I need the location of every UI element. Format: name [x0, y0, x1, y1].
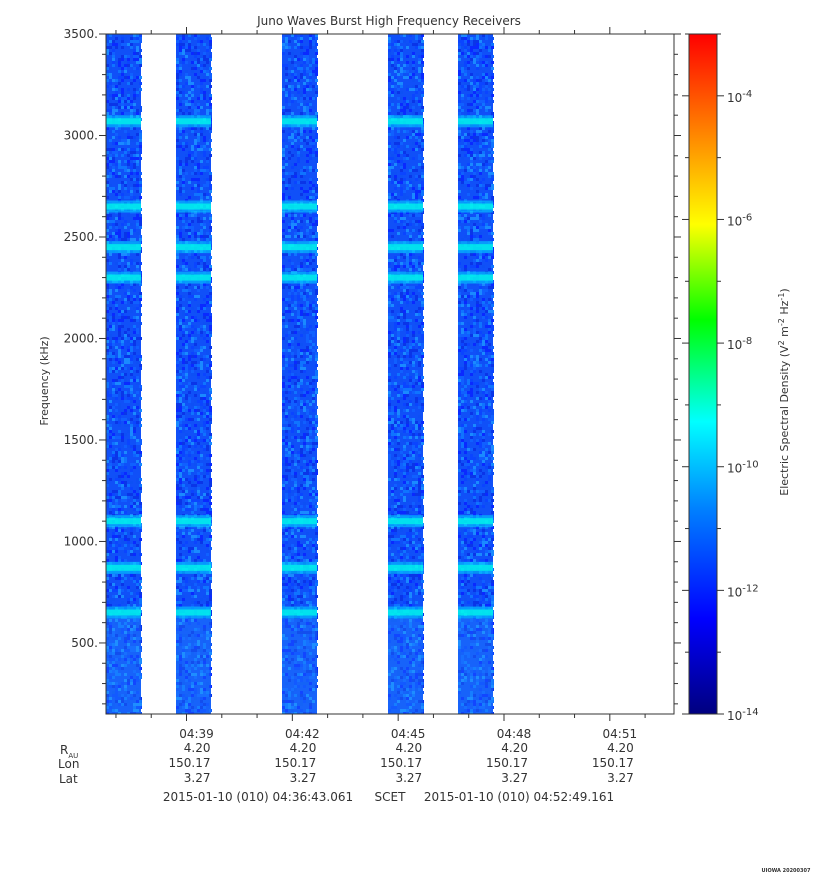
- y-axis: 3500. 3000. 2500. 2000. 1500. 1000. 500.: [64, 27, 681, 705]
- x-axis: 04:39 04:42 04:45 04:48 04:51: [115, 27, 646, 741]
- ephem-lon-label: Lon: [58, 757, 79, 771]
- ephem-lat-value: 3.27: [395, 771, 422, 785]
- y-tick-label: 2500.: [64, 230, 98, 244]
- data-stripe: [458, 34, 494, 714]
- data-stripe: [388, 34, 424, 714]
- y-tick-label: 500.: [71, 636, 98, 650]
- ephem-lat-label: Lat: [59, 772, 78, 786]
- stamp: UIOWA 20200307: [762, 868, 811, 874]
- ephem-r-value: 4.20: [607, 741, 634, 755]
- ephem-r-value: 4.20: [501, 741, 528, 755]
- ephem-lon-value: 150.17: [592, 756, 634, 770]
- colorbar-tick-label: 10-12: [727, 583, 759, 599]
- y-tick-label: 3500.: [64, 27, 98, 41]
- ephem-lat-value: 3.27: [290, 771, 317, 785]
- spectrogram-data: [106, 34, 494, 714]
- colorbar-tick-label: 10-4: [727, 89, 752, 105]
- data-stripe: [176, 34, 212, 714]
- ephem-lat-value: 3.27: [501, 771, 528, 785]
- ephem-lat-value: 3.27: [607, 771, 634, 785]
- x-tick-label: 04:39: [179, 727, 214, 741]
- colorbar-tick-label: 10-6: [727, 212, 752, 228]
- data-stripe: [282, 34, 318, 714]
- colorbar-ticks: 10-4 10-6 10-8 10-10 10-12 10-14: [682, 33, 759, 723]
- ephem-r-value: 4.20: [290, 741, 317, 755]
- y-tick-label: 1500.: [64, 433, 98, 447]
- ephem-lon-value: 150.17: [380, 756, 422, 770]
- y-axis-label: Frequency (kHz): [38, 336, 51, 425]
- time-range-label: SCET: [375, 790, 407, 804]
- x-tick-label: 04:45: [391, 727, 426, 741]
- y-tick-label: 3000.: [64, 128, 98, 142]
- ephem-lon-value: 150.17: [274, 756, 316, 770]
- colorbar-tick-label: 10-10: [727, 460, 759, 476]
- chart-title: Juno Waves Burst High Frequency Receiver…: [256, 14, 521, 28]
- ephem-r-value: 4.20: [395, 741, 422, 755]
- x-tick-label: 04:42: [285, 727, 320, 741]
- x-tick-label: 04:48: [497, 727, 532, 741]
- y-tick-label: 2000.: [64, 331, 98, 345]
- time-range-end: 2015-01-10 (010) 04:52:49.161: [424, 790, 614, 804]
- data-stripe: [106, 34, 142, 714]
- time-range-start: 2015-01-10 (010) 04:36:43.061: [163, 790, 353, 804]
- colorbar-tick-label: 10-8: [727, 336, 752, 352]
- x-tick-label: 04:51: [603, 727, 638, 741]
- plot-frame: [105, 33, 675, 715]
- ephem-lat-value: 3.27: [184, 771, 211, 785]
- colorbar-tick-label: 10-14: [727, 707, 759, 723]
- ephem-lon-value: 150.17: [169, 756, 211, 770]
- ephem-r-label: RAU: [60, 743, 78, 760]
- colorbar: [688, 33, 718, 715]
- ephem-lon-value: 150.17: [486, 756, 528, 770]
- colorbar-label: Electric Spectral Density (V2 m-2 Hz-1): [777, 288, 791, 495]
- ephemeris-values: 4.20150.173.274.20150.173.274.20150.173.…: [169, 741, 634, 785]
- y-tick-label: 1000.: [64, 534, 98, 548]
- ephem-r-value: 4.20: [184, 741, 211, 755]
